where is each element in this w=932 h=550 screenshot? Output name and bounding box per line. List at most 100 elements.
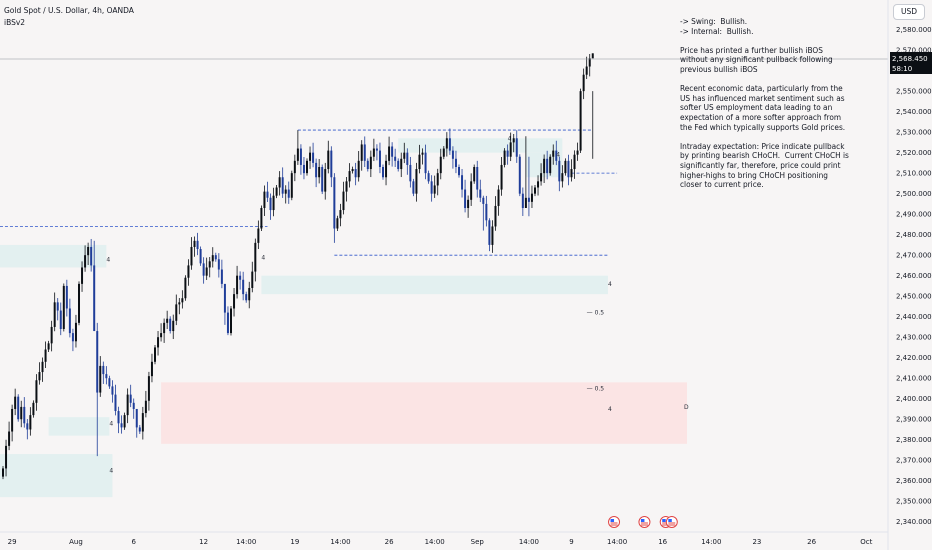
- bullish-candle: [260, 208, 263, 229]
- y-axis-tick-label: 2,510.000: [896, 170, 932, 178]
- bearish-candle: [214, 255, 217, 260]
- y-axis-tick-label: 2,520.000: [896, 149, 932, 157]
- bullish-candle: [306, 160, 308, 174]
- bearish-candle: [333, 177, 336, 229]
- bullish-candle: [144, 400, 147, 414]
- economic-event-flag-icon[interactable]: [638, 516, 651, 528]
- bullish-candle: [388, 146, 391, 161]
- bullish-candle: [84, 255, 87, 268]
- y-axis-tick-label: 2,360.000: [896, 477, 932, 485]
- bullish-candle: [81, 267, 84, 284]
- y-axis[interactable]: 2,340.000 2,350.000 2,360.000 2,370.000 2,38…: [896, 26, 932, 526]
- bullish-candle: [251, 271, 254, 288]
- y-axis-tick-label: 2,390.000: [896, 416, 932, 424]
- bearish-candle: [479, 189, 482, 198]
- y-axis-tick-label: 2,420.000: [896, 354, 932, 362]
- bearish-candle: [458, 166, 460, 176]
- bearish-candle: [394, 156, 397, 161]
- bullish-candle: [208, 261, 211, 268]
- chart-annotation: D: [684, 404, 689, 411]
- zones-layer: [0, 138, 687, 498]
- bullish-candle: [50, 326, 53, 344]
- x-axis-tick-label: 12: [199, 538, 208, 546]
- bullish-candle: [591, 53, 594, 59]
- x-axis-tick-label: 14:00: [607, 538, 627, 546]
- labels-layer: 4 4 4 4 4 4 4 4 D — 0.5 — 0.5: [106, 135, 689, 474]
- bearish-candle: [26, 423, 29, 430]
- flag-canton: [662, 519, 666, 522]
- y-axis-tick-label: 2,530.000: [896, 129, 932, 137]
- bullish-candle: [248, 287, 251, 301]
- bearish-candle: [68, 308, 71, 334]
- indicator-name[interactable]: iBSv2: [4, 18, 26, 27]
- current-price-label: 2,568.450 58:10: [890, 52, 932, 74]
- x-axis-tick-label: 14:00: [330, 538, 350, 546]
- x-axis-tick-label: 29: [8, 538, 17, 546]
- candles-layer: [2, 53, 594, 480]
- bearish-candle: [135, 408, 138, 428]
- bearish-candle: [406, 152, 409, 165]
- bullish-candle: [357, 160, 360, 178]
- analysis-note: -> Swing: Bullish. -> Internal: Bullish.…: [680, 16, 850, 199]
- bearish-candle: [129, 394, 132, 403]
- x-axis-tick-label: Oct: [860, 538, 872, 546]
- x-axis-tick-label: 6: [131, 538, 136, 546]
- bullish-candle: [509, 142, 512, 157]
- bullish-candle: [211, 255, 214, 262]
- chart-annotation: 4: [261, 254, 265, 261]
- bullish-candle: [53, 302, 56, 327]
- bullish-candle: [561, 173, 564, 182]
- bearish-candle: [202, 263, 205, 276]
- bullish-candle: [2, 468, 4, 477]
- bearish-candle: [65, 285, 68, 309]
- bearish-candle: [448, 138, 451, 151]
- bullish-candle: [20, 406, 23, 420]
- chart-annotation: — 0.5: [587, 386, 605, 393]
- bullish-candle: [38, 372, 41, 381]
- bullish-candle: [537, 181, 540, 188]
- bullish-candle: [585, 66, 588, 75]
- internal-bias: -> Internal: Bullish.: [680, 25, 754, 36]
- x-axis[interactable]: 29 Aug 6 12 14:00 19 14:00 26 14:00 Sep 14:00 9 14:0…: [8, 538, 873, 546]
- events-layer[interactable]: [608, 516, 678, 528]
- bullish-candle: [181, 298, 184, 303]
- bearish-candle: [108, 378, 111, 387]
- y-axis-tick-label: 2,480.000: [896, 231, 932, 239]
- y-axis-tick-label: 2,340.000: [896, 518, 932, 526]
- bearish-candle: [321, 166, 324, 192]
- currency-button[interactable]: USD: [893, 4, 925, 20]
- bearish-candle: [527, 197, 530, 202]
- bullish-candle: [436, 173, 439, 186]
- flag-canton: [640, 519, 645, 522]
- y-axis-tick-label: 2,430.000: [896, 334, 932, 342]
- bullish-candle: [257, 228, 260, 243]
- x-axis-tick-label: 14:00: [519, 538, 539, 546]
- y-axis-tick-label: 2,580.000: [896, 26, 932, 34]
- bearish-candle: [315, 162, 318, 178]
- bearish-candle: [506, 150, 509, 157]
- bullish-candle: [230, 308, 232, 334]
- bullish-candle: [473, 166, 476, 182]
- chart-annotation: 4: [109, 420, 113, 427]
- bearish-candle: [409, 164, 412, 182]
- note-paragraph-3: Intraday expectation: Price indicate pul…: [680, 140, 849, 190]
- x-axis-tick-label: 14:00: [701, 538, 721, 546]
- bullish-candle: [403, 152, 406, 159]
- bearish-candle: [217, 259, 220, 270]
- demand-zone: [398, 138, 563, 153]
- bullish-candle: [8, 431, 11, 446]
- bullish-candle: [296, 148, 299, 161]
- economic-event-flag-icon[interactable]: [608, 516, 621, 528]
- bullish-candle: [178, 302, 181, 305]
- bullish-candle: [11, 408, 14, 432]
- bearish-candle: [375, 148, 378, 151]
- economic-event-flag-icon[interactable]: [665, 516, 678, 528]
- bullish-candle: [534, 187, 536, 194]
- bearish-candle: [223, 283, 226, 313]
- bullish-candle: [205, 267, 208, 276]
- bearish-candle: [521, 193, 524, 209]
- bullish-candle: [254, 242, 257, 272]
- bullish-candle: [78, 283, 80, 323]
